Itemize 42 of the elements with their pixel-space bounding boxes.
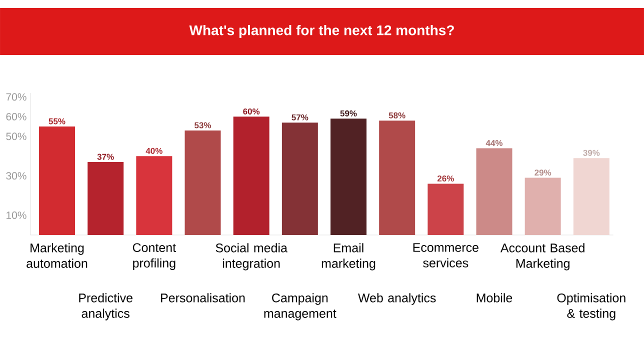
x-tick-label: Social media integration <box>216 243 288 270</box>
x-tick-label: Mobile <box>476 293 512 302</box>
data-label: 55% <box>48 118 66 124</box>
bar <box>524 178 561 235</box>
x-tick-label: Campaign management <box>264 293 336 320</box>
y-tick-label: 60% <box>6 112 26 120</box>
chart-title: What's planned for the next 12 months? <box>189 24 454 38</box>
bar <box>428 184 464 235</box>
bar <box>184 130 221 235</box>
bar <box>39 126 76 235</box>
x-tick-label: Account Based Marketing <box>500 243 584 270</box>
bar <box>476 148 512 235</box>
data-label: 29% <box>534 170 552 176</box>
y-tick-label: 50% <box>6 132 26 140</box>
bar <box>330 118 367 235</box>
x-tick-label: Predictive analytics <box>79 293 132 320</box>
data-label: 40% <box>146 148 162 154</box>
y-tick-label: 10% <box>6 212 26 219</box>
x-tick-label: Personalisation <box>161 293 245 302</box>
bar <box>282 122 318 235</box>
data-label: 44% <box>486 140 503 146</box>
x-tick-label: Content profiling <box>132 243 176 270</box>
x-tick-label: Optimisation & testing <box>557 293 626 320</box>
y-tick-label: 70% <box>6 93 26 101</box>
bar <box>88 162 124 235</box>
data-label: 57% <box>292 114 308 120</box>
data-label: 39% <box>583 150 600 156</box>
data-label: 37% <box>97 154 114 160</box>
x-tick-label: Web analytics <box>358 293 436 305</box>
data-label: 53% <box>194 122 212 128</box>
bar <box>233 116 270 235</box>
data-label: 58% <box>388 112 406 118</box>
bar <box>379 120 416 235</box>
x-tick-label: Marketing automation <box>26 243 88 268</box>
data-label: 59% <box>340 110 357 116</box>
data-label: 60% <box>243 108 260 114</box>
y-tick-label: 30% <box>6 172 26 180</box>
bar <box>136 156 172 235</box>
x-tick-label: Email marketing <box>322 243 376 270</box>
x-tick-label: Ecommerce services <box>413 243 478 268</box>
data-label: 26% <box>437 176 454 182</box>
bar <box>573 158 610 235</box>
